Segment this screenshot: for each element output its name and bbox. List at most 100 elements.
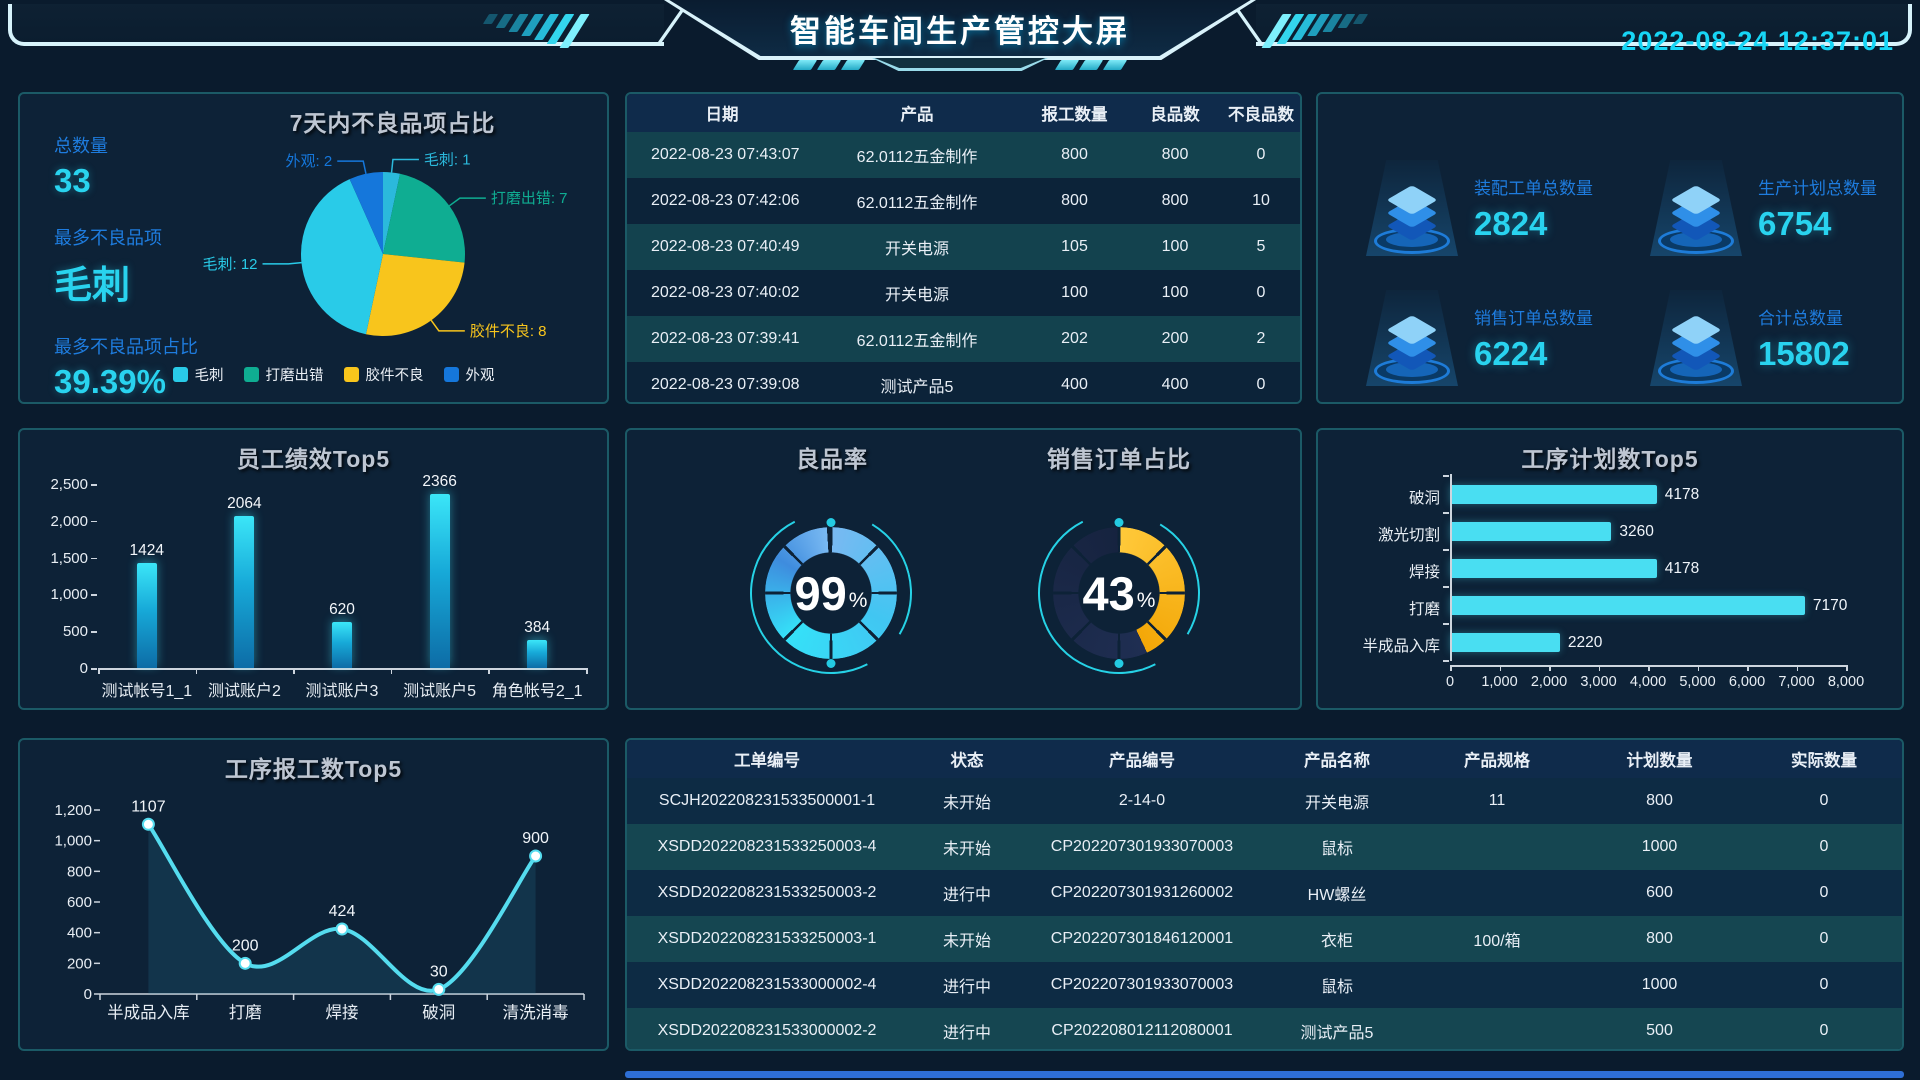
column-header: 实际数量 xyxy=(1742,740,1902,778)
report-table: 日期 产品 报工数量 良品数 不良品数 2022-08-23 07:43:07 62.011… xyxy=(627,94,1300,402)
defect-pie-chart: 毛刺: 1 打磨出错: 7 胶件不良: 8 毛刺: 12 外观: 2 xyxy=(202,152,568,340)
x-axis-category-label: 焊接 xyxy=(326,1003,359,1022)
pie-slice xyxy=(383,173,465,263)
table-cell: 2-14-0 xyxy=(1118,792,1166,809)
header-stripes-left xyxy=(482,14,590,48)
table-cell xyxy=(1417,1008,1577,1049)
table-cell: 500 xyxy=(1646,1022,1673,1039)
table-cell: 测试产品5 xyxy=(880,379,954,396)
table-cell: 未开始 xyxy=(942,795,991,812)
x-axis-category-label: 测试账户2 xyxy=(207,683,281,700)
table-cell: 400 xyxy=(1061,376,1088,393)
data-point xyxy=(238,956,252,970)
stat-value: 毛刺 xyxy=(54,265,131,307)
table-cell: 600 xyxy=(1646,884,1673,901)
table-cell: 鼠标 xyxy=(1320,841,1353,858)
pie-slice-label: 毛刺: 1 xyxy=(424,152,471,169)
x-axis-category-label: 半成品入库 xyxy=(107,1003,190,1022)
stat-card: 销售订单总数量 6224 xyxy=(1366,290,1593,386)
gauge-dot xyxy=(826,518,836,527)
table-row: 2022-08-23 07:43:07 62.0112五金制作 800 800 0 xyxy=(627,132,1300,178)
header-dashes-right xyxy=(1054,60,1128,70)
legend-item: 毛刺 xyxy=(172,364,224,385)
column-header: 产品名称 xyxy=(1257,740,1417,778)
legend-swatch xyxy=(443,367,459,382)
pie-slice xyxy=(383,172,401,254)
point-value-label: 30 xyxy=(430,963,448,980)
y-axis-label: 2,500 xyxy=(50,476,88,493)
panel-process-plan-bar: 工序计划数Top5 破洞 4178 激光切割 3260 焊接 4178 打磨 7170 半成品入… xyxy=(1316,428,1904,710)
pie-slice xyxy=(349,172,383,254)
table-row: 2022-08-23 07:40:49 开关电源 105 100 5 xyxy=(627,224,1300,270)
bar xyxy=(527,639,548,668)
table-row: XSDD202208231533250003-2 进行中 CP20220730193… xyxy=(627,870,1902,916)
data-point xyxy=(141,817,155,831)
stat-text: 合计总数量 15802 xyxy=(1758,304,1850,373)
bar xyxy=(429,493,450,668)
process-report-line-chart: 0 200 400 600 800 1,000 1,200 1107 半成品入库 200 打磨 424… xyxy=(54,798,585,1022)
y-axis-tick xyxy=(91,520,97,523)
x-axis-tick xyxy=(1846,665,1848,671)
legend-label: 打磨出错 xyxy=(265,368,324,384)
process-report-title: 工序报工数Top5 xyxy=(224,756,403,782)
x-axis-tick xyxy=(1747,665,1749,671)
table-row: XSDD202208231533250003-1 未开始 CP20220730184… xyxy=(627,916,1902,962)
table-cell: XSDD202208231533250003-2 xyxy=(657,884,877,901)
table-cell: SCJH202208231533500001-1 xyxy=(658,792,876,809)
table-cell: 5 xyxy=(1256,238,1266,255)
table-cell: 100 xyxy=(1061,284,1088,301)
table-cell: XSDD202208231533000002-4 xyxy=(657,976,877,993)
table-horizontal-scrollbar[interactable] xyxy=(625,1071,1904,1078)
table-cell: XSDD202208231533000002-2 xyxy=(657,1022,877,1039)
y-axis-tick xyxy=(1443,512,1449,514)
y-axis-label: 1,500 xyxy=(50,549,88,567)
category-label: 激光切割 xyxy=(1377,527,1440,544)
bar xyxy=(1450,522,1612,541)
x-axis-tick xyxy=(586,668,588,674)
table-cell: 未开始 xyxy=(942,933,991,950)
gauge-value: 99% xyxy=(794,566,868,620)
y-axis-tick xyxy=(91,631,97,633)
x-axis-label: 6,000 xyxy=(1728,674,1766,690)
pie-slice xyxy=(365,254,465,336)
y-axis-label: 200 xyxy=(67,955,92,972)
table-cell: 0 xyxy=(1256,284,1266,301)
stat-value: 33 xyxy=(54,162,91,199)
table-cell: 测试产品5 xyxy=(1300,1025,1374,1042)
layers-icon xyxy=(1366,290,1458,386)
stat-card-label: 装配工单总数量 xyxy=(1474,178,1593,198)
y-axis-line xyxy=(1450,474,1452,661)
table-cell: CP202207301931260002 xyxy=(1050,884,1234,901)
table-cell: 1000 xyxy=(1641,976,1678,993)
table-cell: 2022-08-23 07:39:08 xyxy=(651,376,800,393)
table-cell: 鼠标 xyxy=(1320,979,1353,996)
y-axis-tick xyxy=(91,484,97,486)
table-cell: XSDD202208231533250003-1 xyxy=(657,930,877,947)
pie-slice-label: 打磨出错: 7 xyxy=(491,190,568,207)
data-point xyxy=(529,849,543,863)
employee-bar-title: 员工绩效Top5 xyxy=(236,446,391,472)
stat-card-label: 生产计划总数量 xyxy=(1758,178,1877,198)
x-axis-tick xyxy=(98,668,100,674)
table-cell: HW螺丝 xyxy=(1307,887,1367,904)
table-row: 2022-08-23 07:39:41 62.0112五金制作 202 200 2 xyxy=(627,316,1300,362)
y-axis-tick xyxy=(1443,586,1449,588)
stat-card-label: 合计总数量 xyxy=(1758,308,1843,328)
stat-card-value: 2824 xyxy=(1474,204,1548,242)
pie-slice-label: 胶件不良: 8 xyxy=(470,323,547,340)
table-row: SCJH202208231533500001-1 未开始 2-14-0 开关电源 11 8… xyxy=(627,778,1902,824)
layers-icon xyxy=(1366,160,1458,256)
table-row: XSDD202208231533000002-2 进行中 CP20220801211… xyxy=(627,1008,1902,1049)
process-plan-title: 工序计划数Top5 xyxy=(1521,446,1699,472)
pie-callout-line xyxy=(262,261,302,265)
panel-defect-ratio: 7天内不良品项占比 总数量 33 最多不良品项 毛刺 最多不良品项占比 39.39% 毛刺… xyxy=(18,92,609,404)
bar xyxy=(234,516,255,668)
point-value-label: 900 xyxy=(522,830,549,847)
y-axis-label: 1,000 xyxy=(50,586,88,604)
table-cell: 100 xyxy=(1161,284,1189,301)
x-axis-label: 5,000 xyxy=(1679,674,1716,690)
table-cell: 2 xyxy=(1256,330,1266,347)
stat-card: 生产计划总数量 6754 xyxy=(1650,160,1877,256)
category-label: 半成品入库 xyxy=(1362,638,1440,655)
y-axis-label: 800 xyxy=(67,863,92,880)
